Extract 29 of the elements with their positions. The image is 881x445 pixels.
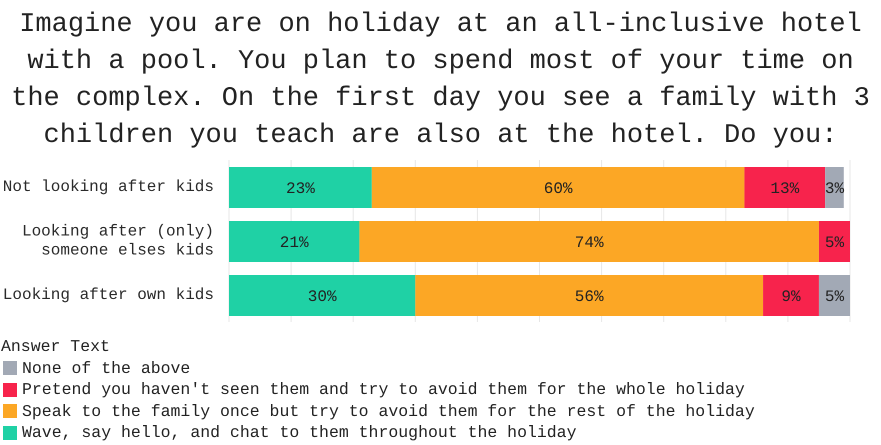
bar: [229, 167, 372, 208]
bar: [229, 221, 360, 262]
y-tick-label: Looking after (only) someone elses kids: [22, 222, 214, 260]
legend-label: Speak to the family once but try to avoid them for the rest of the holiday: [22, 400, 755, 422]
data-label: 60%: [544, 180, 573, 198]
bar: [229, 275, 416, 316]
chart-title: Imagine you are on holiday at an all-inclusive hotel with a pool. You plan to spend most of your time on the complex. On the first day you see a family with 3 children you teach are also at the hotel. Do you:: [10, 9, 871, 153]
bar: [818, 221, 850, 262]
data-label: 5%: [824, 288, 844, 306]
bar: [372, 167, 744, 208]
data-label: 30%: [308, 288, 337, 306]
data-label: 56%: [574, 288, 604, 306]
legend-title: Answer Text: [1, 336, 111, 358]
bar: [359, 221, 819, 262]
y-tick-label: Not looking after kids: [2, 178, 214, 196]
legend-label: Pretend you haven't seen them and try to avoid them for the whole holiday: [22, 379, 745, 400]
data-label: 5%: [824, 234, 844, 252]
y-tick-label: Looking after own kids: [2, 286, 214, 304]
data-label: 13%: [770, 180, 800, 198]
bar: [415, 275, 764, 316]
data-label: 21%: [280, 234, 309, 252]
bar: [744, 167, 826, 208]
bar: [763, 275, 819, 316]
data-label: 74%: [574, 234, 604, 252]
bar: [818, 275, 850, 316]
legend-label: None of the above: [22, 358, 190, 379]
legend-label: Wave, say hello, and chat to them throughout the holiday: [22, 422, 576, 444]
data-label: 23%: [286, 180, 316, 198]
data-label: 9%: [781, 288, 802, 306]
